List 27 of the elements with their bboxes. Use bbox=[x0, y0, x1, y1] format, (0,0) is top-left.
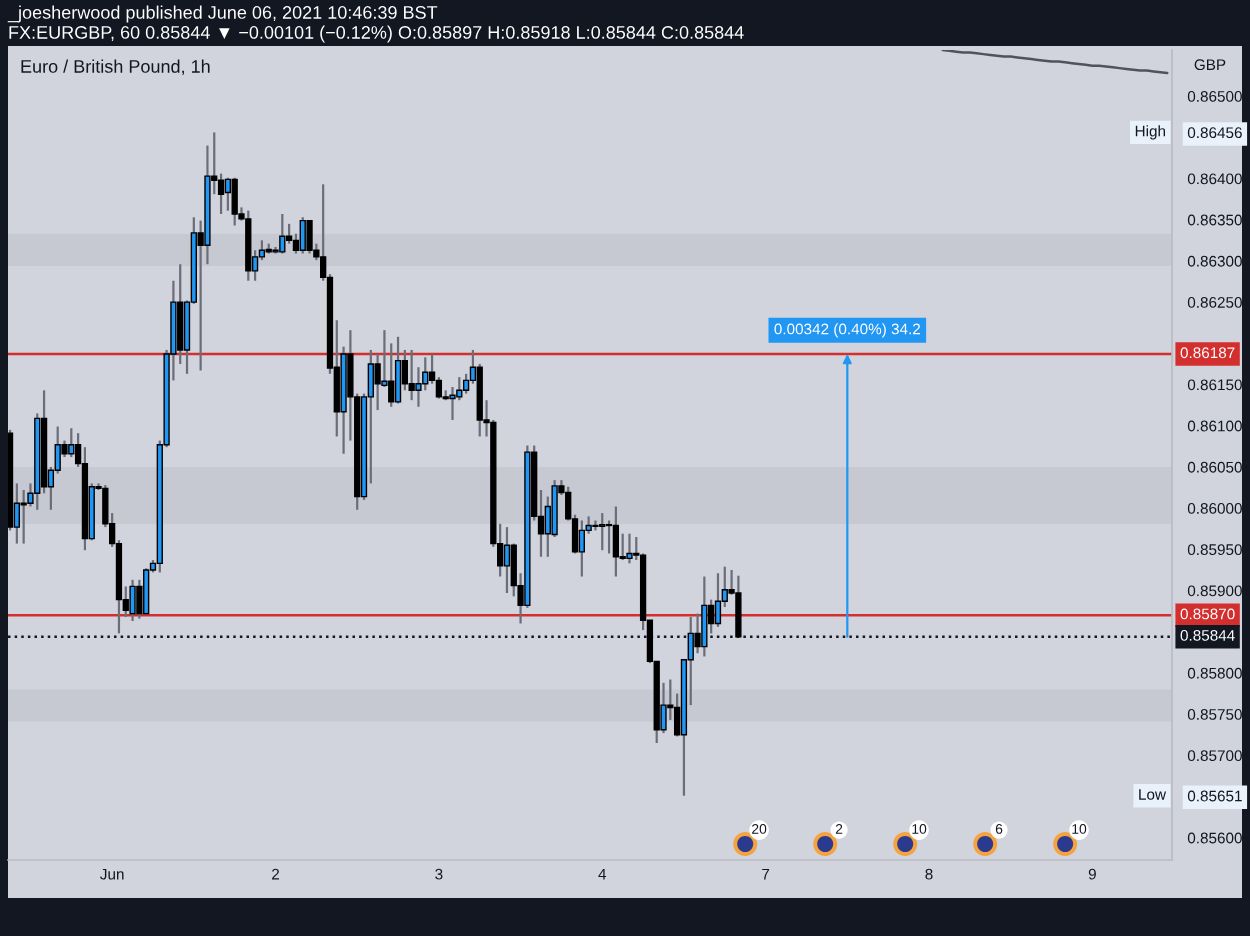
chart-subtitle: FX:EURGBP, 60 0.85844 ▼ −0.00101 (−0.12%) O:0.85897 H:0.85918 L:0.85844 C:0.85844 bbox=[9, 25, 744, 43]
candlestick bbox=[449, 385, 456, 422]
candlestick bbox=[231, 176, 238, 227]
candlestick bbox=[306, 219, 313, 255]
candlestick bbox=[694, 612, 701, 655]
candlestick bbox=[592, 519, 599, 532]
candlestick bbox=[299, 216, 306, 255]
candlestick bbox=[626, 532, 633, 565]
candlestick bbox=[224, 176, 232, 212]
candlestick bbox=[177, 263, 184, 366]
candlestick bbox=[279, 212, 286, 255]
chart-title: Euro / British Pound, 1h bbox=[21, 59, 210, 75]
text: _joesherwood published June 06, 2021 10:46:39 BST bbox=[7, 5, 438, 23]
candlestick bbox=[578, 519, 585, 578]
candlestick bbox=[68, 427, 75, 459]
candlestick bbox=[143, 567, 150, 616]
candlestick bbox=[394, 335, 402, 405]
line-series bbox=[941, 50, 1169, 75]
candlestick bbox=[612, 505, 620, 578]
candlestick bbox=[714, 572, 722, 628]
candlestick bbox=[503, 525, 511, 595]
candlestick bbox=[701, 575, 708, 658]
candlestick bbox=[735, 574, 742, 638]
candlestick bbox=[599, 511, 606, 552]
candlestick bbox=[408, 348, 415, 402]
candlestick bbox=[129, 578, 136, 623]
candlestick bbox=[20, 488, 27, 545]
